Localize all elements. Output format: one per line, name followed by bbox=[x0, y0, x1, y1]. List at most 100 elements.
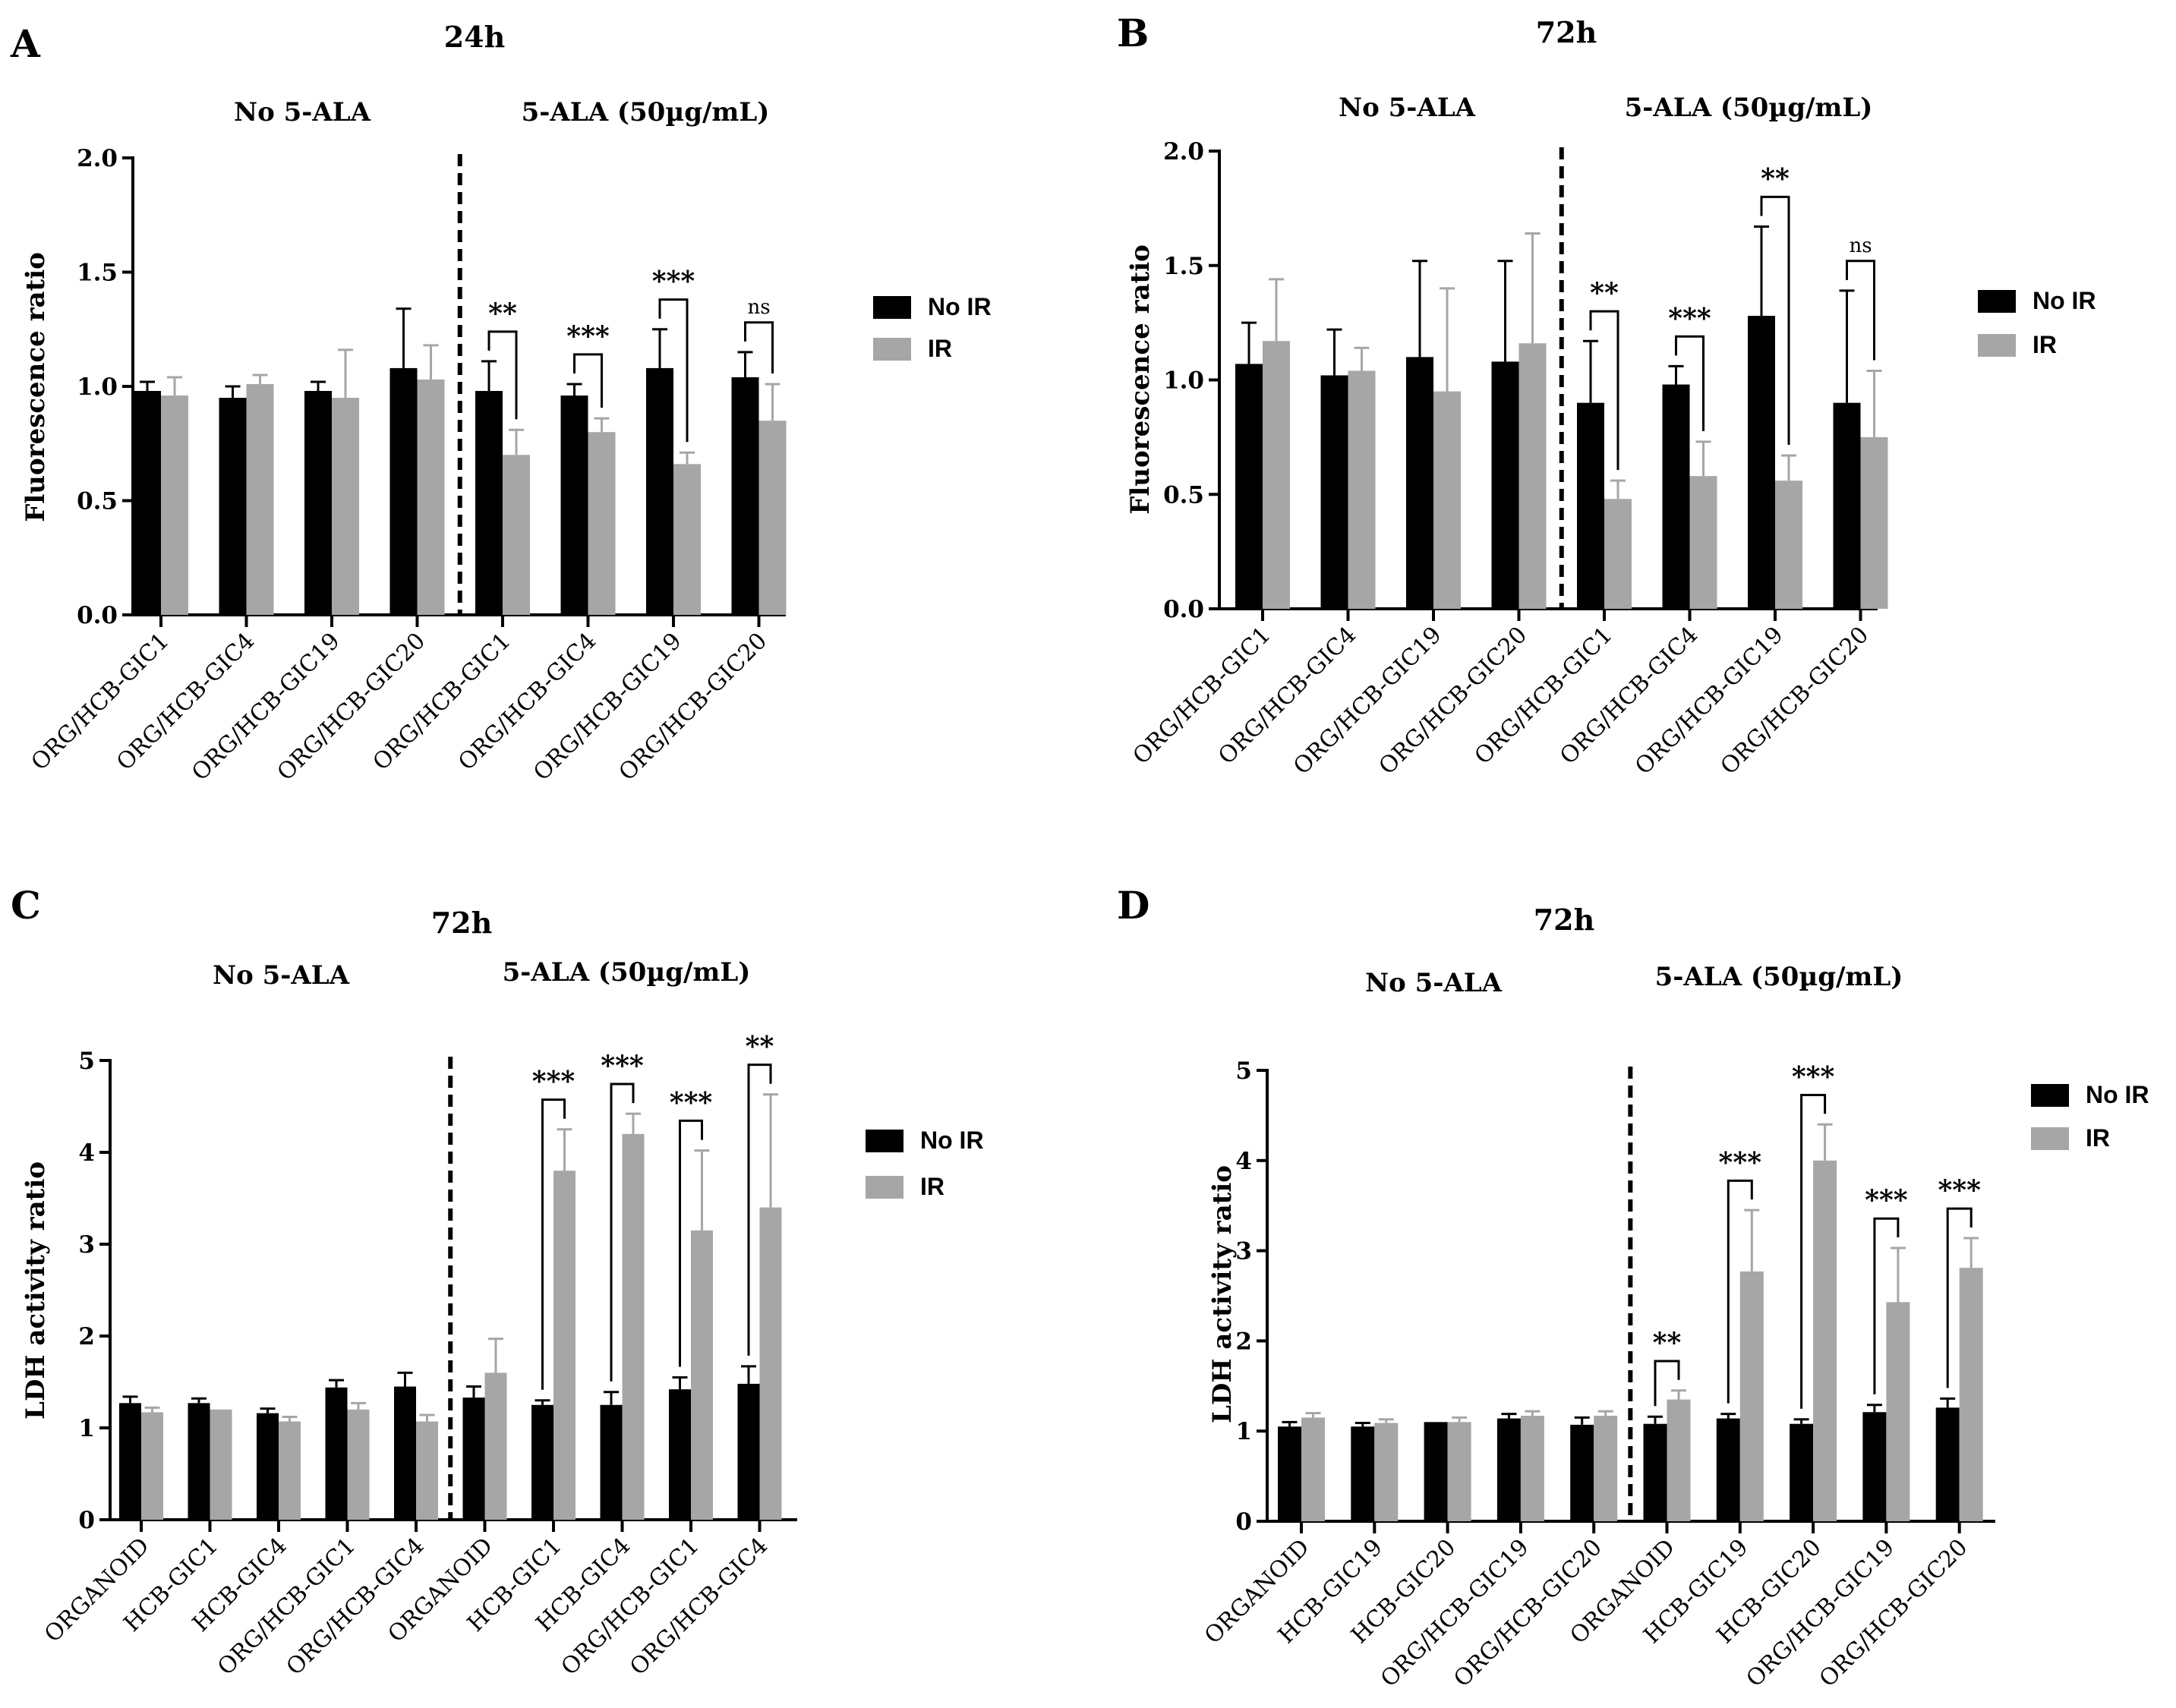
y-tick-label: 1.5 bbox=[77, 260, 118, 287]
significance-label: *** bbox=[601, 1050, 644, 1082]
y-tick-label: 4 bbox=[78, 1139, 95, 1167]
panel-d-label: D bbox=[1117, 883, 1150, 928]
panel-b-title: 72h bbox=[1535, 15, 1597, 49]
bar-no-ir bbox=[119, 1403, 141, 1520]
y-tick-label: 2 bbox=[78, 1323, 95, 1350]
panel-a-chart: 0.0 0.5 1.0 1.5 2.0 Fluorescence ratio ORG/HCB… bbox=[20, 145, 787, 786]
bar-ir bbox=[1959, 1268, 1983, 1521]
panel-a-legend-no-ir: No IR bbox=[873, 293, 992, 321]
bar-no-ir bbox=[1235, 364, 1263, 609]
bar-no-ir bbox=[1577, 402, 1604, 609]
legend-label-ir: IR bbox=[2033, 331, 2057, 358]
bar-no-ir bbox=[1935, 1407, 1960, 1521]
panel-a-title: 24h bbox=[443, 20, 506, 54]
bar-ir bbox=[503, 455, 530, 615]
legend-swatch-ir bbox=[2031, 1127, 2069, 1150]
y-axis-label: LDH activity ratio bbox=[20, 1161, 51, 1420]
significance-bracket bbox=[744, 321, 774, 373]
y-tick-label: 0.0 bbox=[77, 602, 118, 629]
y-tick-label: 0.0 bbox=[1163, 596, 1204, 623]
legend-label-ir: IR bbox=[920, 1173, 945, 1200]
y-tick-label: 1.0 bbox=[77, 373, 118, 401]
bar-ir bbox=[279, 1421, 301, 1520]
panel-d-title: 72h bbox=[1533, 903, 1595, 937]
bar-ir bbox=[1860, 436, 1888, 609]
bar-no-ir bbox=[646, 367, 673, 615]
legend-swatch-no-ir bbox=[873, 295, 911, 319]
significance-label: *** bbox=[1719, 1146, 1762, 1178]
legend-swatch-ir bbox=[1978, 333, 2016, 357]
bar-ir bbox=[141, 1412, 163, 1520]
significance-label: *** bbox=[1792, 1060, 1835, 1092]
bar-no-ir bbox=[475, 391, 503, 615]
bar-no-ir bbox=[1278, 1426, 1301, 1521]
legend-label-ir: IR bbox=[928, 335, 952, 362]
bar-no-ir bbox=[669, 1389, 691, 1520]
bar-no-ir bbox=[1862, 1412, 1887, 1521]
bar-ir bbox=[1263, 341, 1290, 609]
legend-swatch-ir bbox=[866, 1175, 904, 1199]
bar-no-ir bbox=[1320, 375, 1348, 609]
x-tick-label: ORG/HCB-GIC19 bbox=[528, 628, 687, 786]
bar-ir bbox=[1520, 1416, 1544, 1521]
bar-ir bbox=[1447, 1422, 1471, 1521]
bar-no-ir bbox=[1406, 357, 1433, 609]
bar-no-ir bbox=[1424, 1422, 1448, 1521]
bar-no-ir bbox=[134, 391, 161, 615]
bar-ir bbox=[1301, 1417, 1325, 1521]
panel-b-group-title-no-ala: No 5-ALA bbox=[1338, 93, 1476, 123]
panel-a-group-title-ala: 5-ALA (50µg/mL) bbox=[521, 97, 770, 128]
bar-no-ir bbox=[1643, 1423, 1667, 1521]
bar-ir bbox=[1518, 343, 1547, 609]
y-tick-label: 1.0 bbox=[1163, 367, 1204, 395]
bar-ir bbox=[758, 421, 787, 615]
bar-ir bbox=[1594, 1416, 1618, 1521]
y-axis-label: Fluorescence ratio bbox=[1125, 244, 1156, 515]
legend-swatch-no-ir bbox=[2031, 1083, 2069, 1107]
bar-no-ir bbox=[1351, 1426, 1375, 1521]
panel-a-group-title-no-ala: No 5-ALA bbox=[233, 97, 371, 128]
legend-swatch-no-ir bbox=[866, 1129, 904, 1152]
y-tick-label: 0.5 bbox=[1163, 481, 1204, 509]
y-axis-label: Fluorescence ratio bbox=[20, 252, 51, 522]
y-tick-label: 2 bbox=[1235, 1328, 1252, 1355]
significance-bracket bbox=[1727, 1179, 1753, 1404]
bar-no-ir bbox=[462, 1398, 485, 1520]
bar-ir bbox=[1604, 499, 1632, 609]
y-tick-label: 5 bbox=[78, 1048, 95, 1075]
bar-no-ir bbox=[600, 1404, 623, 1520]
bar-no-ir bbox=[1662, 384, 1690, 609]
bar-no-ir bbox=[1790, 1423, 1814, 1521]
x-tick-label: ORG/HCB-GIC20 bbox=[1374, 622, 1533, 780]
bar-ir bbox=[1374, 1423, 1399, 1521]
bar-ir bbox=[484, 1372, 507, 1520]
significance-bracket bbox=[658, 298, 689, 443]
bar-no-ir bbox=[1716, 1418, 1740, 1521]
significance-label: ** bbox=[1653, 1327, 1682, 1359]
bar-ir bbox=[1348, 370, 1376, 609]
significance-bracket bbox=[747, 1064, 772, 1356]
bar-no-ir bbox=[1833, 402, 1861, 609]
panel-b-label: B bbox=[1117, 11, 1149, 55]
bar-no-ir bbox=[1570, 1424, 1594, 1521]
bar-no-ir bbox=[389, 367, 418, 615]
significance-label: *** bbox=[652, 266, 695, 298]
panel-c-group-title-ala: 5-ALA (50µg/mL) bbox=[502, 957, 751, 988]
significance-label: ** bbox=[1590, 277, 1619, 309]
significance-label: *** bbox=[1865, 1184, 1908, 1216]
significance-bracket bbox=[1846, 260, 1875, 361]
y-tick-label: 1 bbox=[1235, 1418, 1252, 1445]
y-tick-label: 0 bbox=[78, 1507, 95, 1534]
bar-ir bbox=[673, 464, 701, 615]
bar-no-ir bbox=[325, 1387, 348, 1520]
significance-label: *** bbox=[566, 320, 610, 352]
legend-label-no-ir: No IR bbox=[920, 1127, 984, 1154]
bar-ir bbox=[332, 398, 359, 615]
bar-ir bbox=[246, 383, 274, 615]
bar-no-ir bbox=[257, 1413, 279, 1520]
bar-ir bbox=[1433, 391, 1461, 609]
significance-bracket bbox=[541, 1098, 566, 1390]
legend-label-no-ir: No IR bbox=[928, 293, 992, 320]
panel-c-title: 72h bbox=[430, 906, 493, 940]
